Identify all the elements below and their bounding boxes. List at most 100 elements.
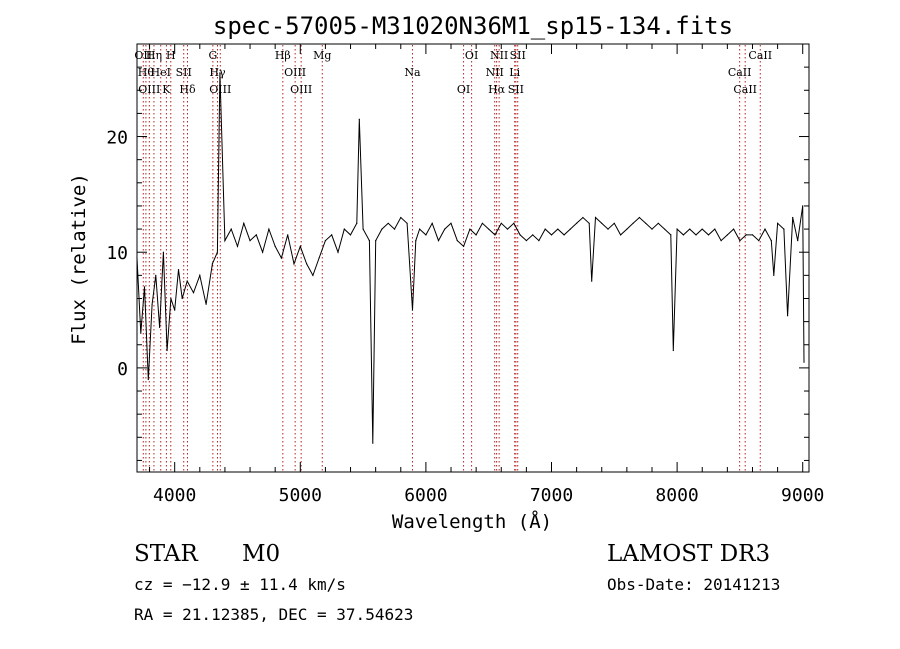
- series-point-0-10: [174, 309, 176, 311]
- series-point-0-82: [591, 280, 593, 282]
- series-point-0-43: [362, 228, 364, 230]
- series-point-0-26: [262, 251, 264, 253]
- series-point-0-46: [375, 240, 377, 242]
- series-point-0-38: [337, 251, 339, 253]
- series-point-0-57: [437, 240, 440, 242]
- series-point-0-80: [582, 216, 584, 219]
- series-point-0-8: [166, 349, 168, 352]
- series-point-0-17: [211, 263, 213, 265]
- series-point-0-20: [224, 240, 226, 242]
- y-tick-labels: 0 10 20: [106, 128, 128, 380]
- series-point-0-41: [356, 222, 358, 224]
- series-point-0-45: [372, 442, 374, 444]
- series-point-0-100: [695, 234, 697, 236]
- plot-frame: [136, 43, 810, 473]
- series-point-0-34: [312, 274, 314, 276]
- redshift-cz: cz = −12.9 ± 11.4 km/s: [134, 575, 346, 594]
- series-point-0-15: [199, 274, 201, 276]
- series-point-0-60: [456, 240, 458, 242]
- series-point-0-36: [324, 240, 326, 242]
- series-point-0-23: [243, 222, 245, 224]
- series-point-0-90: [638, 216, 641, 219]
- series-point-0-107: [739, 240, 741, 242]
- series-point-0-11: [177, 269, 180, 271]
- series-point-0-22: [236, 245, 239, 247]
- series-point-0-75: [550, 234, 553, 236]
- axis-ticks: [137, 43, 809, 472]
- line-label-3: Hη: [146, 49, 162, 62]
- series-point-0-33: [306, 263, 308, 265]
- obs-date: Obs-Date: 20141213: [607, 575, 780, 594]
- line-label-2: OIII: [138, 83, 160, 96]
- y-tick-label-10: 10: [106, 243, 128, 264]
- series-point-0-96: [672, 349, 674, 352]
- series-point-0-61: [463, 245, 465, 247]
- y-tick-label-20: 20: [106, 128, 128, 149]
- x-tick-labels: 4000 5000 6000 7000 8000 9000: [153, 485, 824, 506]
- x-axis-label: Wavelength (Å): [392, 510, 552, 533]
- x-tick-label-9000: 9000: [781, 485, 824, 506]
- series-point-0-27: [268, 228, 270, 230]
- series-point-0-63: [475, 234, 477, 236]
- series-point-0-104: [720, 240, 722, 242]
- series-point-0-62: [469, 228, 471, 230]
- series-line-0: [136, 72, 805, 444]
- series-point-0-52: [411, 309, 414, 311]
- line-label-1: Hθ: [138, 66, 155, 79]
- series-point-0-106: [733, 228, 735, 230]
- series-point-0-48: [387, 222, 389, 224]
- series-point-0-81: [588, 222, 590, 224]
- series-point-0-108: [745, 234, 747, 236]
- series-point-0-19: [219, 72, 221, 74]
- x-tick-label-4000: 4000: [153, 485, 196, 506]
- series-point-0-83: [594, 216, 597, 219]
- line-label-16: Na: [404, 66, 421, 79]
- series-point-0-74: [544, 228, 546, 230]
- line-label-5: K: [162, 83, 171, 96]
- series-point-0-109: [751, 234, 754, 236]
- line-label-26: CaII: [733, 83, 757, 96]
- series-point-0-117: [792, 216, 794, 219]
- series-point-0-91: [645, 222, 647, 224]
- series-point-0-37: [331, 234, 333, 236]
- series-point-0-87: [620, 234, 622, 236]
- series-point-0-67: [500, 222, 502, 224]
- series-point-0-85: [607, 228, 609, 230]
- series-point-0-9: [170, 297, 172, 300]
- star-subclass: M0: [242, 541, 280, 567]
- series-point-0-115: [783, 228, 785, 230]
- series-point-0-71: [525, 240, 528, 242]
- series-point-0-12: [181, 297, 183, 300]
- series-point-0-30: [287, 234, 289, 236]
- x-tick-label-5000: 5000: [279, 485, 322, 506]
- series-point-0-35: [318, 257, 320, 259]
- line-label-9: G: [208, 49, 217, 62]
- series-point-0-77: [563, 234, 565, 236]
- series-point-0-59: [450, 222, 452, 224]
- series-point-0-44: [368, 240, 370, 242]
- survey-name: LAMOST DR3: [607, 541, 770, 567]
- series-point-0-99: [689, 228, 691, 230]
- series-point-0-53: [415, 240, 417, 242]
- series-point-0-101: [701, 228, 703, 230]
- series-point-0-14: [192, 292, 195, 294]
- series-point-0-25: [255, 234, 257, 236]
- line-label-12: Hβ: [275, 49, 291, 62]
- coordinates: RA = 21.12385, DEC = 37.54623: [134, 605, 413, 624]
- line-label-13: OIII: [284, 66, 306, 79]
- series-point-0-79: [576, 222, 578, 224]
- series-point-0-31: [293, 263, 295, 265]
- line-label-24: SII: [510, 49, 526, 62]
- series-point-0-29: [280, 257, 282, 259]
- series-point-0-69: [513, 222, 515, 224]
- line-label-7: SII: [176, 66, 192, 79]
- line-label-8: Hδ: [179, 83, 196, 96]
- series-point-0-51: [406, 222, 408, 224]
- series-point-0-95: [670, 234, 672, 236]
- series-point-0-6: [159, 326, 161, 328]
- series-point-0-98: [682, 234, 685, 236]
- series-point-0-24: [249, 240, 251, 242]
- series-layer: [136, 72, 805, 444]
- series-point-0-47: [381, 228, 383, 230]
